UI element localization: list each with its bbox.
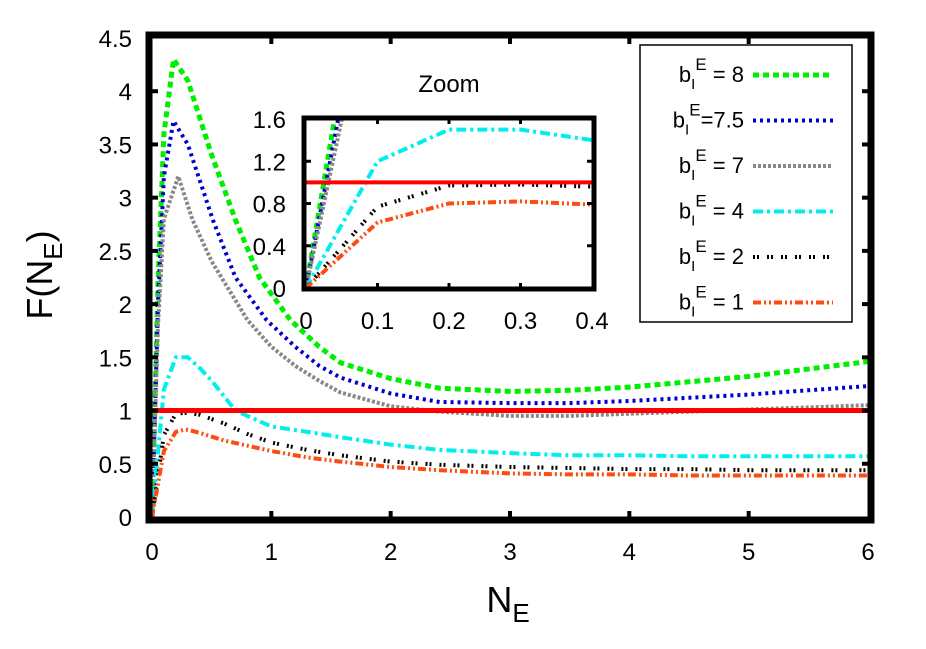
legend-label: bIE = 8 [679,55,744,93]
x-tick-label: 6 [861,539,874,566]
inset-series-line-2 [306,119,344,288]
x-tick-label: 2 [384,539,397,566]
inset-y-tick-label: 0.8 [253,192,286,219]
inset-ticks: 0 0.1 0.2 0.3 0.4 0 0.4 0.8 1.2 1.6 [253,107,609,335]
y-tick-label: 2.5 [99,239,132,266]
series-line-1 [152,119,868,517]
inset-x-tick-label: 0.2 [432,308,465,335]
x-tick-label: 4 [623,539,636,566]
y-tick-label: 4.5 [99,26,132,53]
inset-x-tick-label: 0.1 [361,308,394,335]
inset-zoom-plot: 0 0.1 0.2 0.3 0.4 0 0.4 0.8 1.2 1.6 Zoom [253,71,609,335]
inset-x-tick-label: 0 [299,308,312,335]
inset-title: Zoom [418,71,479,98]
legend: bIE = 8 bIE=7.5 bIE = 7 bIE = 4 bIE = 2 bIE =… [639,44,853,323]
legend-label: bIE = 4 [679,192,744,230]
legend-label: bIE = 7 [679,146,744,184]
series-line-3 [152,355,868,517]
y-tick-label: 4 [119,79,132,106]
legend-item: bIE = 1 [679,283,833,321]
series-line-0 [152,56,868,517]
y-tick-label: 0.5 [99,452,132,479]
x-tick-label: 5 [742,539,755,566]
inset-x-tick-label: 0.4 [575,308,608,335]
y-axis-title: F(NE) [19,230,68,319]
y-tick-label: 1 [119,399,132,426]
inset-series-line-5 [306,199,592,288]
series-line-2 [152,174,868,517]
legend-item: bIE=7.5 [673,101,833,139]
inset-y-tick-label: 1.2 [253,149,286,176]
inset-y-tick-label: 0.4 [253,234,286,261]
x-tick-label: 3 [503,539,516,566]
legend-item: bIE = 2 [679,237,833,275]
legend-item: bIE = 8 [679,55,833,93]
x-tick-label: 1 [265,539,278,566]
series-line-5 [152,427,868,517]
legend-label: bIE = 1 [679,283,744,321]
legend-label: bIE = 2 [679,237,744,275]
legend-label: bIE=7.5 [673,101,744,139]
main-plot-frame [145,31,875,524]
legend-item: bIE = 7 [679,146,833,184]
inset-y-tick-label: 1.6 [253,107,286,134]
inset-x-tick-label: 0.3 [504,308,537,335]
y-tick-label: 1.5 [99,345,132,372]
inset-frame [301,115,597,292]
series-line-4 [152,410,868,517]
y-tick-label: 3.5 [99,132,132,159]
x-tick-label: 0 [145,539,158,566]
x-axis-title: NE [486,579,529,628]
y-tick-label: 2 [119,292,132,319]
inset-y-tick-label: 0 [273,276,286,303]
inset-series [306,119,592,288]
main-plot-series [152,56,868,517]
y-tick-label: 3 [119,186,132,213]
main-ticks: 0 1 2 3 4 5 6 0 0.5 1 1.5 2 2.5 3 3.5 4 4.5 [99,26,875,566]
inset-series-line-4 [306,182,592,288]
inset-series-line-3 [306,127,592,288]
y-tick-label: 0 [119,505,132,532]
legend-item: bIE = 4 [679,192,833,230]
legend-box [639,44,853,323]
